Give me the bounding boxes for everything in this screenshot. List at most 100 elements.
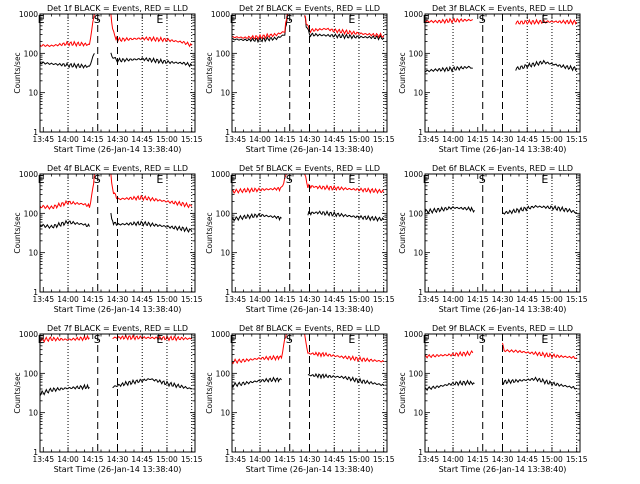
y-tick-label: 1000 [211, 170, 230, 179]
x-tick-label: 13:45 [32, 295, 54, 304]
x-tick-label: 14:45 [131, 455, 153, 464]
series-lld [39, 13, 95, 48]
x-tick-label: 14:00 [249, 135, 271, 144]
series-events [515, 59, 578, 72]
interval-flag-e: E [38, 333, 45, 346]
x-axis-label: Start Time (26-Jan-14 13:38:40) [54, 465, 182, 474]
x-tick-label: 14:00 [442, 135, 464, 144]
x-tick-label: 14:00 [249, 295, 271, 304]
x-tick-label: 15:15 [373, 295, 395, 304]
interval-flag-s: S [479, 13, 486, 26]
y-tick-label: 1000 [211, 330, 230, 339]
x-axis-label: Start Time (26-Jan-14 13:38:40) [246, 305, 374, 314]
x-tick-label: 13:45 [32, 135, 54, 144]
series-lld [112, 333, 192, 342]
series-events [39, 53, 95, 70]
x-tick-label: 14:15 [274, 295, 296, 304]
y-tick-label: 1000 [404, 10, 423, 19]
interval-flag-e: E [230, 333, 237, 346]
x-tick-label: 15:15 [373, 455, 395, 464]
y-tick-label: 10 [413, 249, 423, 258]
panel-title: Det 1f BLACK = Events, RED = LLD [47, 4, 188, 13]
x-tick-label: 15:00 [348, 455, 370, 464]
x-tick-label: 14:15 [82, 135, 104, 144]
series-events [110, 52, 193, 68]
series-lld [39, 334, 90, 344]
x-tick-label: 13:45 [32, 455, 54, 464]
x-tick-label: 14:30 [492, 135, 514, 144]
series-events [112, 378, 192, 390]
series-lld [39, 173, 95, 210]
x-tick-label: 15:15 [566, 455, 588, 464]
panel-title: Det 6f BLACK = Events, RED = LLD [432, 164, 573, 173]
y-tick-label: 1 [225, 288, 230, 297]
interval-flag-s: S [286, 173, 293, 186]
y-tick-label: 1 [418, 128, 423, 137]
series-lld [424, 17, 474, 25]
y-tick-label: 100 [24, 49, 39, 58]
series-events [39, 383, 90, 397]
interval-flag-e: E [348, 13, 355, 26]
y-tick-label: 100 [24, 209, 39, 218]
x-tick-label: 14:30 [299, 455, 321, 464]
series-lld [304, 333, 385, 363]
y-tick-label: 10 [28, 249, 38, 258]
series-events [307, 372, 385, 386]
x-tick-label: 14:15 [82, 295, 104, 304]
series-lld [424, 350, 474, 359]
x-tick-label: 14:00 [57, 455, 79, 464]
x-tick-label: 14:45 [516, 455, 538, 464]
series-lld [304, 15, 385, 39]
interval-flag-e: E [541, 333, 548, 346]
x-tick-label: 14:45 [131, 135, 153, 144]
y-tick-label: 1000 [404, 330, 423, 339]
interval-flag-e: E [423, 173, 430, 186]
interval-flag-e: E [156, 173, 163, 186]
panel-title: Det 7f BLACK = Events, RED = LLD [47, 324, 188, 333]
series-events [502, 376, 577, 390]
panel-det-4: Det 4f BLACK = Events, RED = LLD 1 10 100 10… [13, 164, 203, 314]
x-tick-label: 15:00 [541, 455, 563, 464]
interval-flag-e: E [38, 13, 45, 26]
y-axis-label: Counts/sec [398, 212, 407, 253]
y-tick-label: 100 [409, 49, 424, 58]
y-axis-label: Counts/sec [13, 52, 22, 93]
x-axis-label: Start Time (26-Jan-14 13:38:40) [54, 305, 182, 314]
y-tick-label: 100 [216, 369, 231, 378]
panel-det-5: Det 5f BLACK = Events, RED = LLD 1 10 100 10… [205, 164, 395, 314]
y-tick-label: 100 [216, 209, 231, 218]
x-tick-label: 13:45 [417, 135, 439, 144]
x-tick-label: 13:45 [417, 455, 439, 464]
series-lld [304, 173, 385, 195]
interval-flag-e: E [348, 173, 355, 186]
x-tick-label: 15:00 [156, 295, 178, 304]
y-tick-label: 10 [220, 249, 230, 258]
interval-flag-e: E [423, 13, 430, 26]
panel-title: Det 5f BLACK = Events, RED = LLD [239, 164, 380, 173]
series-lld [110, 173, 193, 209]
series-lld [110, 13, 193, 48]
series-events [39, 219, 90, 230]
x-tick-label: 14:45 [323, 135, 345, 144]
x-tick-label: 14:30 [492, 295, 514, 304]
x-axis-label: Start Time (26-Jan-14 13:38:40) [439, 305, 567, 314]
interval-flag-e: E [156, 13, 163, 26]
y-tick-label: 100 [409, 209, 424, 218]
x-tick-label: 15:15 [181, 455, 203, 464]
x-tick-label: 14:15 [467, 135, 489, 144]
x-tick-label: 15:00 [541, 135, 563, 144]
x-tick-label: 14:15 [467, 295, 489, 304]
interval-flag-e: E [230, 13, 237, 26]
x-tick-label: 14:00 [442, 455, 464, 464]
panel-det-3: Det 3f BLACK = Events, RED = LLD 1 10 100 10… [398, 4, 588, 154]
panel-title: Det 2f BLACK = Events, RED = LLD [239, 4, 380, 13]
y-tick-label: 100 [24, 369, 39, 378]
y-tick-label: 10 [28, 409, 38, 418]
y-axis-label: Counts/sec [205, 372, 214, 413]
series-events [424, 379, 475, 392]
x-tick-label: 14:30 [107, 295, 129, 304]
series-lld [515, 18, 578, 26]
interval-flag-e: E [541, 13, 548, 26]
series-events [110, 212, 193, 233]
